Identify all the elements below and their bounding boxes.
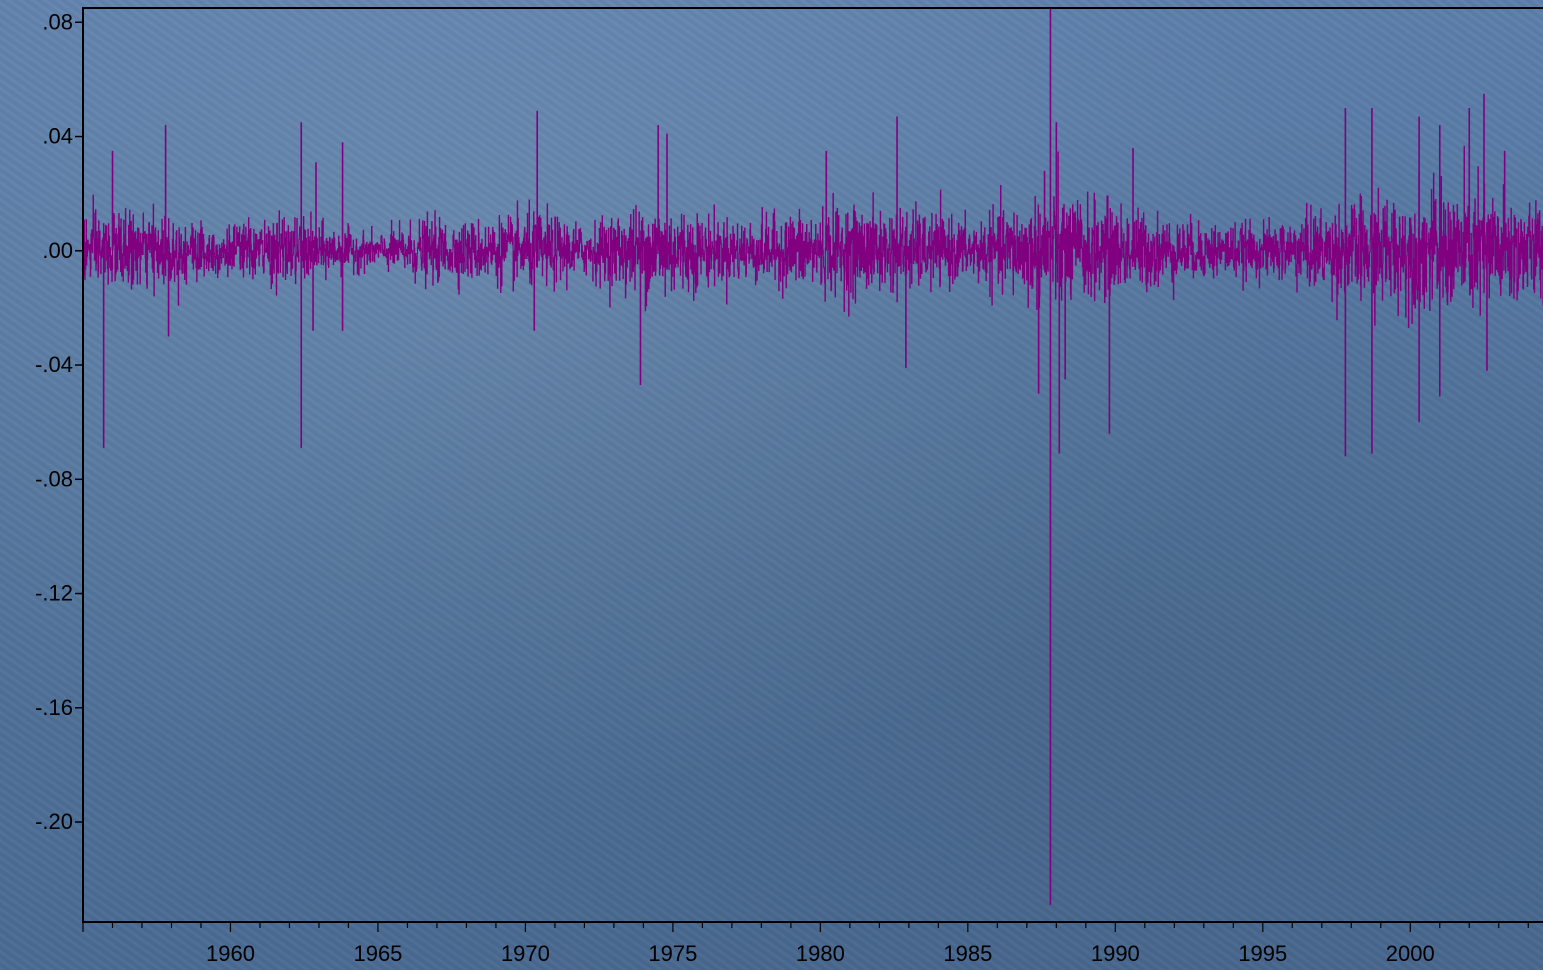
x-tick-label: 1995 [1238, 941, 1287, 966]
y-tick-label: -.20 [35, 809, 73, 834]
y-tick-label: -.08 [35, 466, 73, 491]
x-tick-label: 1975 [648, 941, 697, 966]
x-tick-label: 1985 [943, 941, 992, 966]
x-tick-label: 1980 [796, 941, 845, 966]
series-line [82, 145, 1543, 328]
x-tick-label: 1960 [206, 941, 255, 966]
y-tick-label: -.04 [35, 352, 73, 377]
y-tick-label: .08 [42, 9, 73, 34]
y-tick-label: -.16 [35, 695, 73, 720]
y-tick-label: .04 [42, 124, 73, 149]
x-tick-label: 1970 [501, 941, 550, 966]
y-tick-label: -.12 [35, 581, 73, 606]
plot-frame [82, 7, 1543, 923]
series-layer [82, 8, 1543, 905]
y-tick-label: .00 [42, 238, 73, 263]
x-tick-label: 1990 [1091, 941, 1140, 966]
x-tick-label: 1965 [353, 941, 402, 966]
x-tick-label: 2000 [1386, 941, 1435, 966]
axes-layer: .08 .04 .00 -.04 -.08 -.12 -.16 -.20 1960 1965 197… [35, 7, 1543, 966]
